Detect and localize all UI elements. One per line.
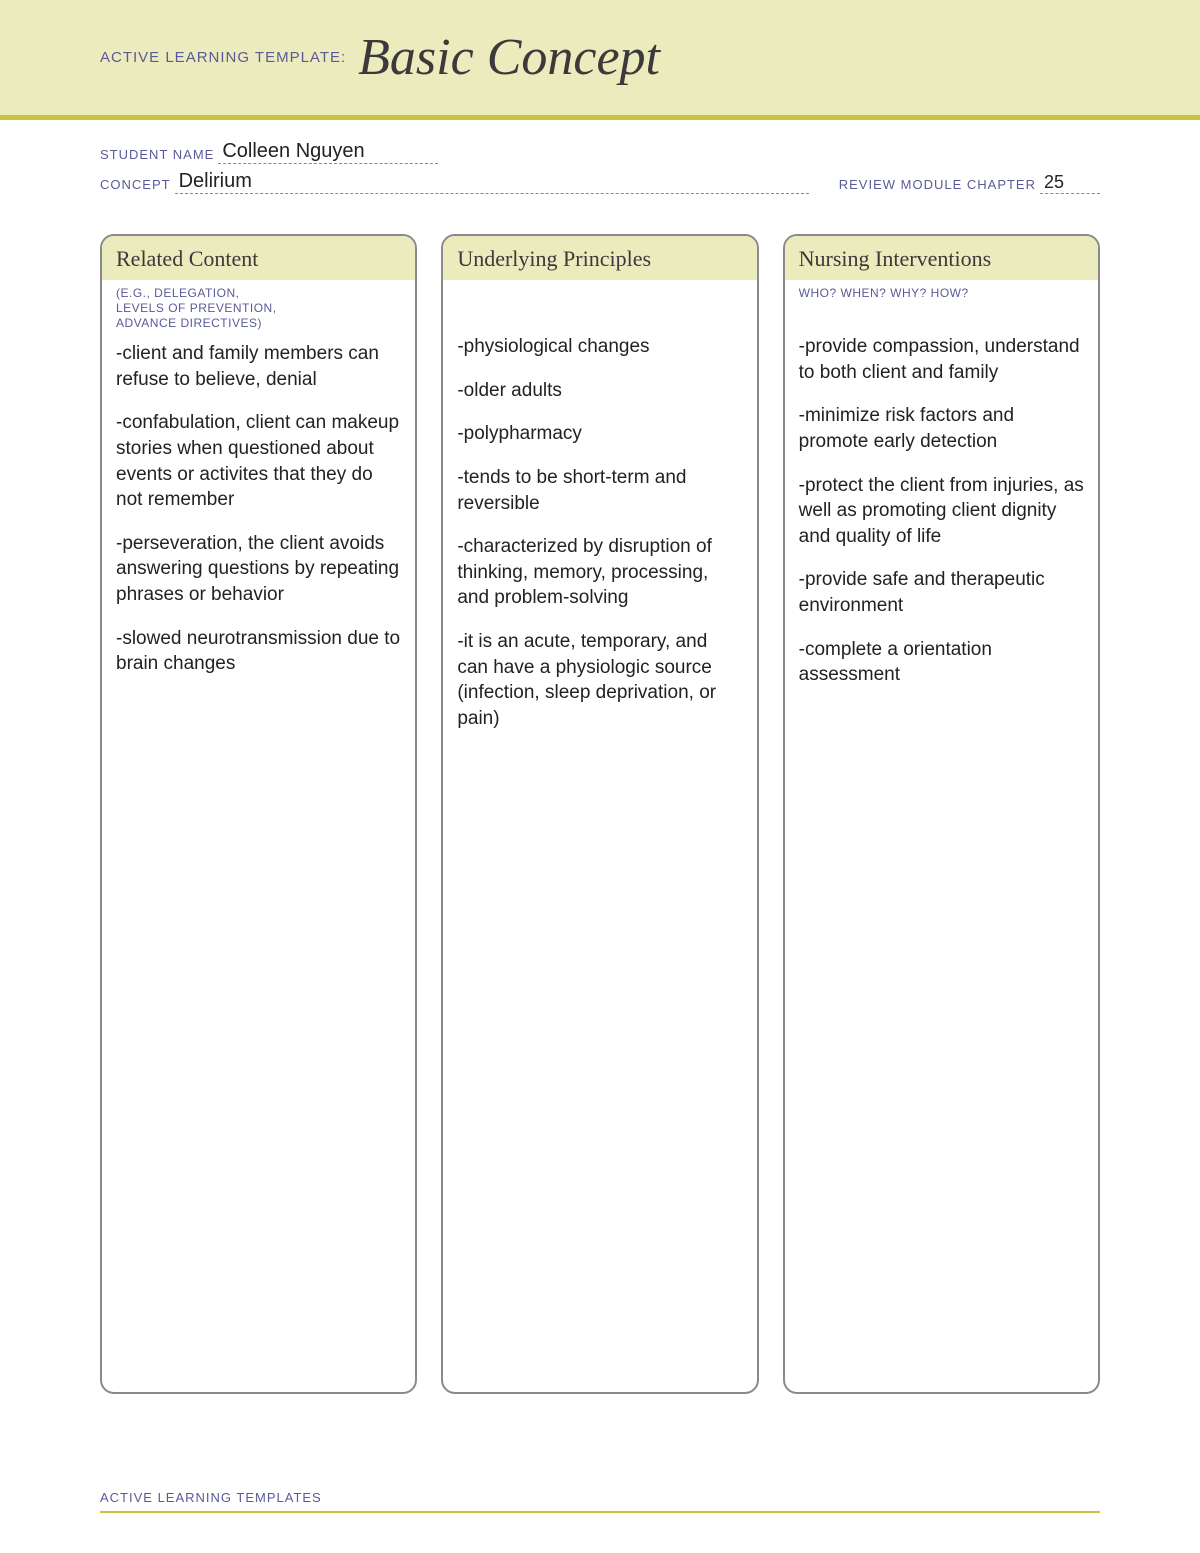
panel-head: Related Content (102, 236, 415, 280)
list-item: -slowed neurotransmission due to brain c… (116, 626, 401, 677)
concept-value: Delirium (175, 170, 809, 194)
nursing-interventions-subtitle: WHO? WHEN? WHY? HOW? (785, 280, 1098, 334)
student-name-value: Colleen Nguyen (218, 140, 438, 164)
header-prefix: ACTIVE LEARNING TEMPLATE: (100, 49, 346, 66)
list-item: -provide compassion, understand to both … (799, 334, 1084, 385)
footer: ACTIVE LEARNING TEMPLATES (100, 1489, 1100, 1513)
list-item: -characterized by disruption of thinking… (457, 534, 742, 611)
student-row: STUDENT NAME Colleen Nguyen (100, 140, 1100, 164)
related-content-panel: Related Content (E.G., DELEGATION, LEVEL… (100, 234, 417, 1394)
header-title: Basic Concept (358, 28, 660, 87)
list-item: -physiological changes (457, 334, 742, 360)
related-content-title: Related Content (116, 246, 401, 272)
nursing-interventions-title: Nursing Interventions (799, 246, 1084, 272)
list-item: -protect the client from injuries, as we… (799, 473, 1084, 550)
list-item: -perseveration, the client avoids answer… (116, 531, 401, 608)
panel-head: Underlying Principles (443, 236, 756, 280)
underlying-principles-subtitle (443, 280, 756, 334)
list-item: -polypharmacy (457, 421, 742, 447)
nursing-interventions-body: -provide compassion, understand to both … (785, 334, 1098, 720)
list-item: -it is an acute, temporary, and can have… (457, 629, 742, 732)
meta-section: STUDENT NAME Colleen Nguyen CONCEPT Deli… (0, 120, 1200, 194)
footer-text: ACTIVE LEARNING TEMPLATES (100, 1490, 322, 1505)
concept-label: CONCEPT (100, 177, 171, 194)
list-item: -complete a orientation assessment (799, 637, 1084, 688)
underlying-principles-body: -physiological changes -older adults -po… (443, 334, 756, 764)
list-item: -confabulation, client can makeup storie… (116, 410, 401, 513)
related-content-subtitle: (E.G., DELEGATION, LEVELS OF PREVENTION,… (102, 280, 415, 341)
list-item: -minimize risk factors and promote early… (799, 403, 1084, 454)
underlying-principles-panel: Underlying Principles -physiological cha… (441, 234, 758, 1394)
related-content-body: -client and family members can refuse to… (102, 341, 415, 709)
underlying-principles-title: Underlying Principles (457, 246, 742, 272)
list-item: -older adults (457, 378, 742, 404)
concept-row: CONCEPT Delirium REVIEW MODULE CHAPTER 2… (100, 170, 1100, 194)
panel-head: Nursing Interventions (785, 236, 1098, 280)
list-item: -provide safe and therapeutic environmen… (799, 567, 1084, 618)
chapter-value: 25 (1040, 172, 1100, 194)
chapter-label: REVIEW MODULE CHAPTER (839, 177, 1036, 194)
nursing-interventions-panel: Nursing Interventions WHO? WHEN? WHY? HO… (783, 234, 1100, 1394)
header-band: ACTIVE LEARNING TEMPLATE: Basic Concept (0, 0, 1200, 120)
list-item: -tends to be short-term and reversible (457, 465, 742, 516)
columns-container: Related Content (E.G., DELEGATION, LEVEL… (0, 194, 1200, 1394)
list-item: -client and family members can refuse to… (116, 341, 401, 392)
student-name-label: STUDENT NAME (100, 147, 214, 164)
